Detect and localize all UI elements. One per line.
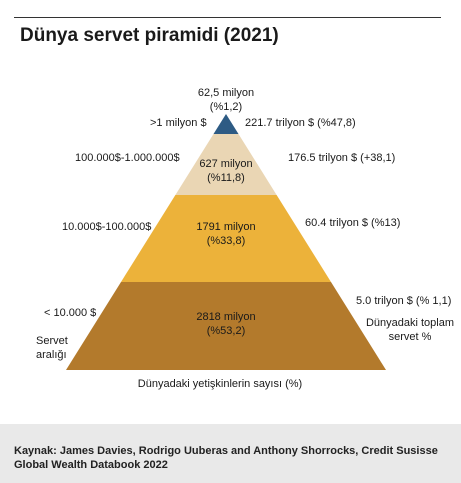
tier-base-adults: 2818 milyon (%53,2) [176,310,276,338]
tier-top-range: >1 milyon $ [150,117,207,129]
tier-middle-adults-count: 1791 milyon [196,221,256,233]
chart-title: Dünya servet piramidi (2021) [20,25,279,46]
source-line-2: Global Wealth Databook 2022 [14,459,168,471]
tier-middle-shape [121,195,331,282]
tier-middle-adults-share: (%33,8) [206,235,246,247]
source-footer [0,424,461,483]
title-rule [14,17,441,18]
tier-base-wealth: 5.0 trilyon $ (% 1,1) [356,295,452,307]
tier-top-adults-share: (%1,2) [209,101,243,113]
tier-upper-middle-adults-share: (%11,8) [207,172,245,184]
left-axis-label: Servet aralığı [36,335,68,361]
bottom-axis-label: Dünyadaki yetişkinlerin sayısı (%) [137,378,303,390]
tier-base-adults-count: 2818 milyon [196,311,256,323]
source-line-1: Kaynak: James Davies, Rodrigo Uuberas an… [14,445,438,457]
tier-base-range: < 10.000 $ [44,307,97,319]
tier-upper-middle-adults: 627 milyon (%11,8) [186,157,266,185]
tier-upper-middle-adults-count: 627 milyon [199,158,253,170]
tier-top-shape [213,114,239,134]
tier-middle-wealth: 60.4 trilyon $ (%13) [305,217,401,229]
tier-top-wealth: 221.7 trilyon $ (%47,8) [245,117,356,129]
tier-top-adults-count: 62,5 milyon [197,87,255,99]
tier-base-shape [66,282,386,370]
right-axis-label: Dünyadaki toplam servet % [365,317,455,343]
tier-middle-adults: 1791 milyon (%33,8) [176,220,276,248]
tier-upper-middle-wealth: 176.5 trilyon $ (+38,1) [288,152,396,164]
tier-middle-range: 10.000$-100.000$ [62,221,152,233]
tier-top-adults: 62,5 milyon (%1,2) [186,86,266,114]
tier-upper-middle-range: 100.000$-1.000.000$ [75,152,180,164]
tier-upper-middle-shape [175,134,277,195]
tier-base-adults-share: (%53,2) [206,325,246,337]
source-text: Kaynak: James Davies, Rodrigo Uuberas an… [14,444,438,472]
